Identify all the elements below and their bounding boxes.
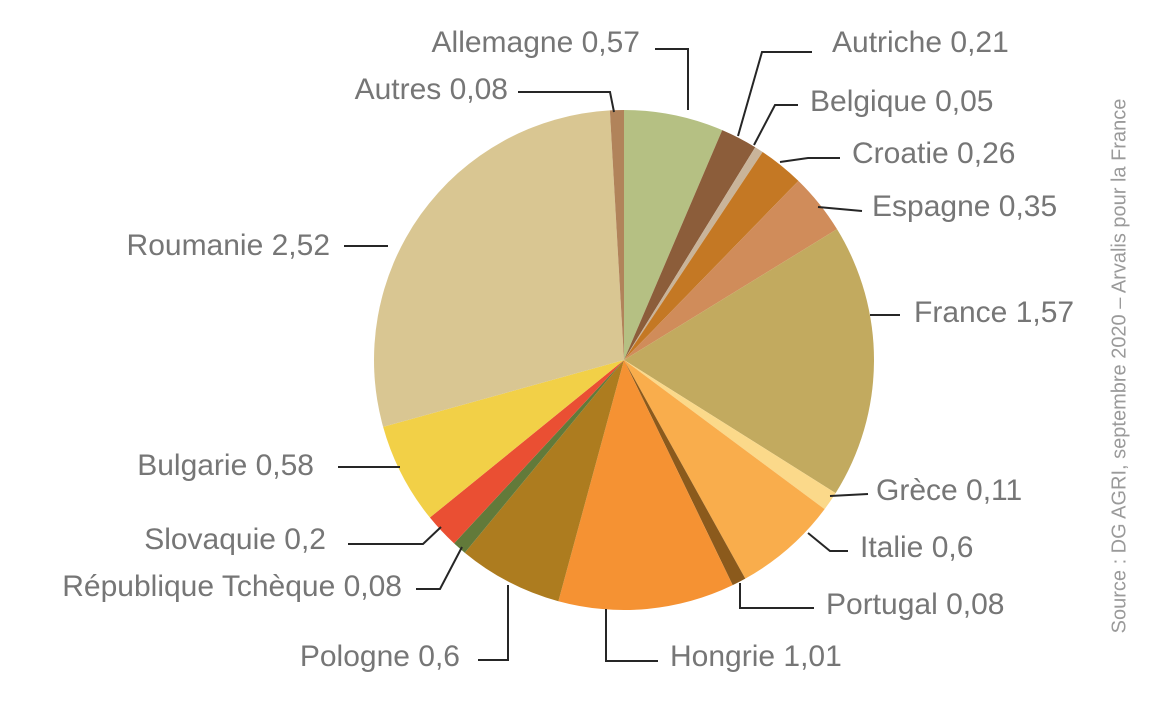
pie-slice-slovaquie [429, 360, 624, 544]
leader-lines [338, 48, 900, 662]
pie-slice-france [624, 229, 874, 494]
pie-slice-hongrie [558, 360, 733, 610]
slice-label: Autres 0,08 [355, 73, 508, 106]
slice-label: Slovaquie 0,2 [144, 523, 326, 556]
leader-line [739, 583, 814, 609]
pie-slices [373, 110, 874, 610]
pie-slice-autriche [624, 130, 756, 360]
pie-slice-pologne [464, 360, 624, 602]
slice-label: Hongrie 1,01 [670, 640, 842, 673]
pie-slice-espagne [624, 180, 838, 360]
leader-line [518, 91, 615, 113]
leader-line [807, 532, 848, 552]
slice-label: Croatie 0,26 [852, 137, 1015, 170]
pie-slice-portugal [624, 360, 746, 586]
leader-line [817, 206, 863, 212]
leader-line [478, 585, 509, 661]
leader-line [416, 546, 463, 590]
slice-label: Autriche 0,21 [832, 26, 1009, 59]
source-note: Source : DG AGRI, septembre 2020 – Arval… [1108, 99, 1130, 634]
pie-slice-italie [624, 360, 825, 579]
slice-labels: Allemagne 0,57 Autriche 0,21 Belgique 0,05… [62, 26, 1074, 673]
slice-label: Roumanie 2,52 [127, 229, 330, 262]
leader-line [829, 493, 869, 497]
leader-line [737, 51, 812, 137]
pie-slice-autres [609, 110, 624, 360]
leader-line [655, 48, 689, 110]
leader-line [753, 104, 798, 146]
leader-line [779, 157, 840, 163]
pie-slice-republique-tcheque [454, 360, 624, 553]
slice-label: Belgique 0,05 [810, 85, 994, 118]
pie-slice-bulgarie [383, 360, 624, 518]
leader-line [605, 609, 658, 662]
pie-slice-grece [624, 360, 836, 510]
slice-label: France 1,57 [914, 296, 1074, 329]
slice-label: Italie 0,6 [860, 531, 973, 564]
leader-line [348, 526, 442, 545]
pie-slice-allemagne [624, 110, 723, 360]
slice-label: Pologne 0,6 [300, 640, 460, 673]
slice-label: République Tchèque 0,08 [62, 570, 402, 603]
slice-label: Bulgarie 0,58 [137, 449, 314, 482]
slice-label: Grèce 0,11 [876, 474, 1022, 507]
slice-label: Espagne 0,35 [872, 190, 1057, 223]
slice-label: Portugal 0,08 [826, 588, 1004, 621]
pie-slice-belgique [624, 147, 763, 360]
slice-label: Allemagne 0,57 [432, 26, 640, 59]
pie-slice-croatie [624, 151, 799, 360]
pie-slice-roumanie [373, 110, 624, 427]
